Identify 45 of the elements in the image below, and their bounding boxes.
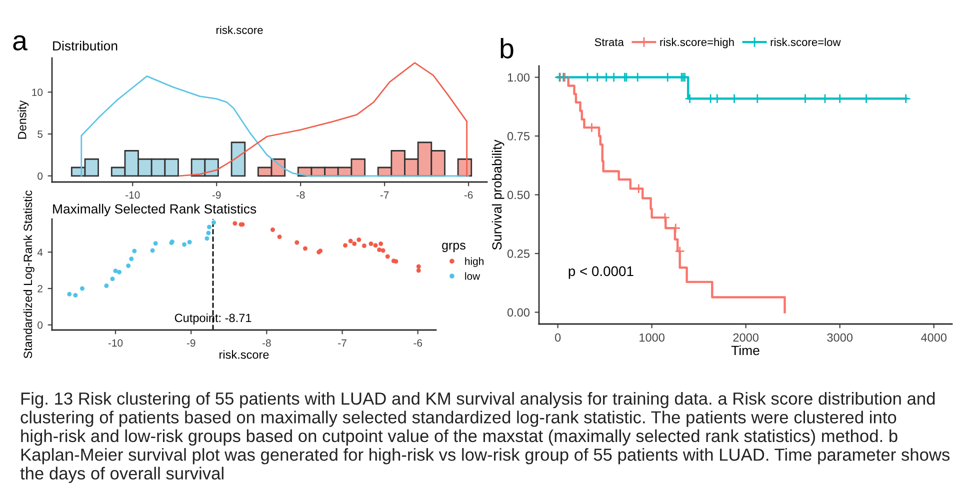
x-tick-label: -8 (296, 191, 305, 199)
y-tick-label: 0.25 (507, 250, 530, 258)
legend-label: risk.score=low (770, 38, 841, 46)
x-tick-label: -10 (126, 191, 140, 199)
x-tick-label: -10 (108, 339, 123, 347)
x-tick-label: -8 (262, 339, 271, 347)
y-tick-label: 10 (32, 88, 43, 96)
text: b (500, 38, 514, 58)
x-axis-title: Time (731, 345, 760, 356)
y-tick-label: 0 (38, 172, 43, 180)
text: a (13, 35, 28, 50)
caption: Fig. 13 Risk clustering of 55 patients with LUAD and KM survival analysis for training data. a Risk score distribution and clustering of patients based on maximally selected standardized log-rank statistic. The patients were clustered into high-risk and low-risk groups based on cutpoint value of the maxstat (maximally selected rank statistics) method. b Kaplan-Meier survival plot was generated for high-risk vs low-risk group of 55 patients with LUAD. Time parameter shows the days of overall survival (20, 392, 950, 483)
x-tick-label: -6 (414, 339, 422, 347)
chart-title: Maximally Selected Rank Statistics (53, 204, 256, 216)
legend-label: high (465, 257, 484, 268)
x-tick-label: -6 (464, 191, 473, 199)
ref-line-label: Cutpoint: -8.71 (174, 313, 252, 324)
y-tick-label: 0.50 (507, 190, 530, 200)
x-tick-label: 1000 (640, 333, 664, 342)
legend-label: risk.score=high (660, 38, 734, 48)
y-axis-title: Density (18, 100, 29, 139)
x-axis-title: risk.score (220, 350, 269, 359)
chart-title: risk.score (216, 26, 263, 34)
legend-title: grps (442, 242, 466, 252)
annotation: p < 0.0001 (568, 266, 634, 279)
y-tick-label: 2 (38, 285, 42, 292)
x-tick-label: 2000 (733, 333, 758, 342)
x-tick-label: 3000 (827, 333, 853, 342)
y-axis-title: Standardized Log-Rank Statistic (23, 190, 34, 358)
x-tick-label: -9 (186, 339, 196, 347)
legend-title: Strata (594, 38, 624, 46)
x-tick-label: -7 (338, 339, 346, 347)
y-tick-label: 0 (38, 321, 43, 329)
y-tick-label: 5 (38, 130, 43, 138)
y-axis-title: Survival probability (492, 140, 504, 250)
y-tick-label: 0.75 (507, 132, 530, 140)
x-tick-label: 4000 (920, 333, 947, 342)
y-tick-label: 4 (37, 248, 43, 256)
x-tick-label: 0 (554, 333, 561, 342)
legend-label: low (465, 272, 480, 280)
x-tick-label: -7 (380, 191, 389, 199)
y-tick-label: 0.00 (507, 308, 530, 317)
chart-subtitle: Distribution (53, 40, 118, 51)
y-tick-label: 1.00 (508, 73, 530, 82)
x-tick-label: -9 (212, 191, 221, 199)
